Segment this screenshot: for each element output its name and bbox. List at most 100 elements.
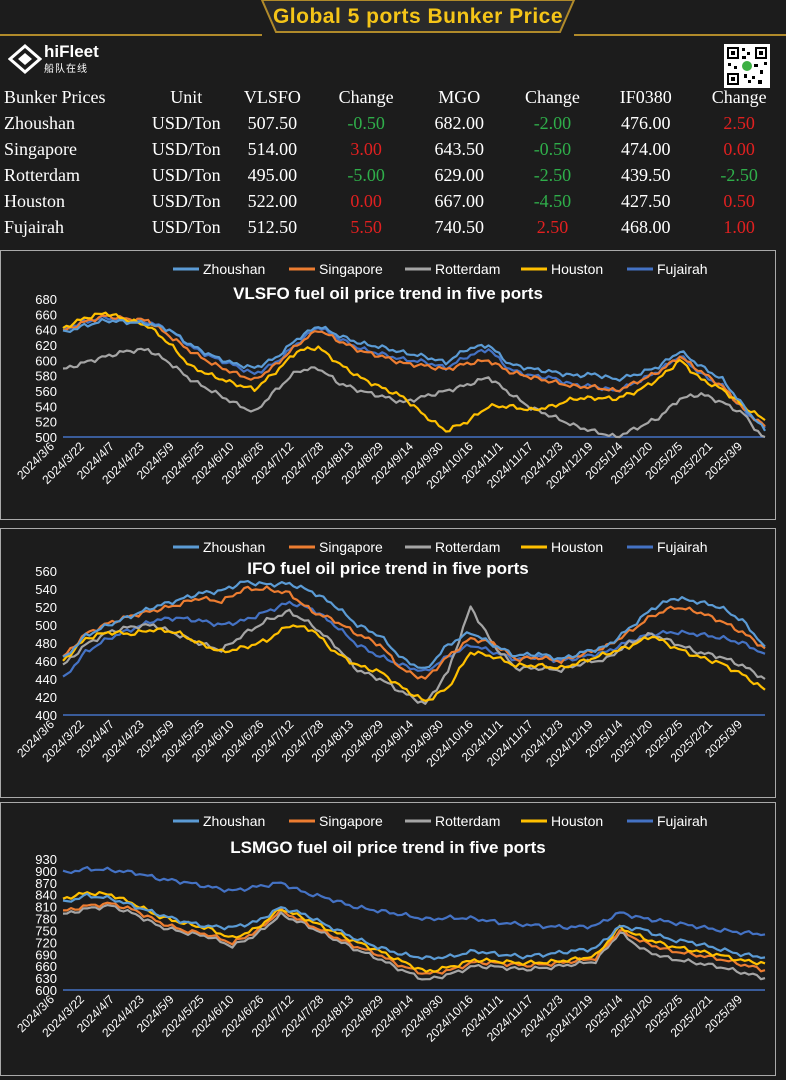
y-tick-label: 720: [35, 935, 57, 950]
y-tick-label: 500: [35, 618, 57, 633]
series-line-houston: [62, 891, 766, 973]
y-tick-label: 500: [35, 430, 57, 445]
legend-label: Rotterdam: [435, 813, 500, 829]
unit-cell: USD/Ton: [151, 190, 221, 211]
legend-label: Rotterdam: [435, 539, 500, 555]
legend-item-zhoushan: Zhoushan: [173, 539, 265, 555]
y-tick-label: 930: [35, 852, 57, 867]
legend-label: Houston: [551, 539, 603, 555]
port-name: Zhoushan: [4, 112, 75, 133]
series-line-fujairah: [62, 866, 766, 937]
legend-item-houston: Houston: [521, 813, 603, 829]
legend-label: Rotterdam: [435, 261, 500, 277]
series-line-zhoushan: [62, 892, 766, 961]
title-banner: [260, 0, 576, 33]
vlsfo-change: 3.00: [350, 138, 382, 159]
ifo-chart-panel: Zhoushan Singapore Rotterdam Houston Fujaira…: [0, 528, 776, 798]
if0380-price: 474.00: [621, 138, 671, 159]
if0380-change: 0.00: [723, 138, 755, 159]
y-tick-label: 460: [35, 654, 57, 669]
legend-item-zhoushan: Zhoushan: [173, 261, 265, 277]
table-row: Rotterdam USD/Ton 495.00 -5.00 629.00 -2…: [0, 162, 786, 188]
vlsfo-change: 0.00: [350, 190, 382, 211]
page-title: Global 5 ports Bunker Price: [272, 5, 564, 28]
series-line-singapore: [62, 314, 766, 428]
qr-code-icon: [724, 44, 770, 88]
vlsfo-chart: Zhoushan Singapore Rotterdam Houston Fujaira…: [14, 261, 766, 492]
if0380-price: 476.00: [621, 112, 671, 133]
y-tick-label: 440: [35, 672, 57, 687]
series-line-zhoushan: [62, 580, 766, 669]
legend-label: Zhoushan: [203, 539, 265, 555]
col-header-vlsfo-change: Change: [338, 86, 394, 107]
header-line-right: [574, 34, 786, 36]
legend-label: Fujairah: [657, 261, 708, 277]
y-tick-label: 420: [35, 690, 57, 705]
legend-item-singapore: Singapore: [289, 813, 383, 829]
unit-cell: USD/Ton: [151, 112, 221, 133]
col-header-port: Bunker Prices: [4, 86, 106, 107]
legend-item-rotterdam: Rotterdam: [405, 261, 500, 277]
table-row: Singapore USD/Ton 514.00 3.00 643.50 -0.…: [0, 136, 786, 162]
legend-label: Singapore: [319, 813, 383, 829]
port-name: Singapore: [4, 138, 77, 159]
unit-cell: USD/Ton: [151, 164, 221, 185]
mgo-price: 682.00: [434, 112, 485, 133]
table-row: Fujairah USD/Ton 512.50 5.50 740.50 2.50…: [0, 214, 786, 240]
y-tick-label: 750: [35, 923, 57, 938]
logo-name: hiFleet: [44, 42, 99, 61]
y-tick-label: 480: [35, 636, 57, 651]
y-tick-label: 690: [35, 947, 57, 962]
if0380-price: 439.50: [621, 164, 671, 185]
if0380-change: 2.50: [723, 112, 755, 133]
chart-title: LSMGO fuel oil price trend in five ports: [230, 838, 545, 857]
mgo-change: -2.50: [533, 164, 572, 185]
legend-item-zhoushan: Zhoushan: [173, 813, 265, 829]
legend-label: Zhoushan: [203, 261, 265, 277]
mgo-change: 2.50: [536, 216, 569, 237]
series-line-rotterdam: [62, 904, 766, 981]
col-header-mgo: MGO: [438, 86, 481, 107]
legend-label: Houston: [551, 813, 603, 829]
y-tick-label: 870: [35, 876, 57, 891]
legend-label: Houston: [551, 261, 603, 277]
mgo-price: 667.00: [434, 190, 485, 211]
col-header-unit: Unit: [170, 86, 203, 107]
legend-label: Fujairah: [657, 539, 708, 555]
series-line-zhoushan: [62, 317, 766, 432]
vlsfo-change: -5.00: [347, 164, 385, 185]
col-header-vlsfo: VLSFO: [243, 86, 301, 107]
legend-item-houston: Houston: [521, 261, 603, 277]
if0380-change: -2.50: [720, 164, 758, 185]
y-tick-label: 840: [35, 888, 57, 903]
chart-title: IFO fuel oil price trend in five ports: [247, 559, 528, 578]
logo-subtitle: 船队在线: [44, 64, 88, 75]
legend-item-fujairah: Fujairah: [627, 261, 708, 277]
legend-label: Zhoushan: [203, 813, 265, 829]
series-line-houston: [62, 311, 766, 433]
series-line-fujairah: [62, 600, 766, 678]
legend-item-singapore: Singapore: [289, 261, 383, 277]
y-tick-label: 540: [35, 582, 57, 597]
y-tick-label: 560: [35, 384, 57, 399]
vlsfo-price: 507.50: [247, 112, 298, 133]
y-tick-label: 630: [35, 971, 57, 986]
table-row: Zhoushan USD/Ton 507.50 -0.50 682.00 -2.…: [0, 110, 786, 136]
unit-cell: USD/Ton: [151, 138, 221, 159]
legend-item-rotterdam: Rotterdam: [405, 539, 500, 555]
legend-label: Singapore: [319, 539, 383, 555]
lsmgo-chart: Zhoushan Singapore Rotterdam Houston Fujaira…: [14, 813, 766, 1045]
series-line-rotterdam: [62, 347, 766, 439]
vlsfo-price: 495.00: [247, 164, 298, 185]
if0380-change: 0.50: [723, 190, 755, 211]
hifleet-logo-icon: [8, 44, 42, 74]
lsmgo-chart-panel: Zhoushan Singapore Rotterdam Houston Fujaira…: [0, 802, 776, 1076]
vlsfo-price: 512.50: [247, 216, 298, 237]
y-tick-label: 620: [35, 338, 57, 353]
bunker-price-table: Bunker Prices Unit VLSFO Change MGO Chan…: [0, 84, 786, 240]
mgo-price: 643.50: [434, 138, 485, 159]
port-name: Rotterdam: [4, 164, 80, 185]
y-tick-label: 780: [35, 912, 57, 927]
col-header-if0380: IF0380: [619, 86, 672, 107]
legend-item-rotterdam: Rotterdam: [405, 813, 500, 829]
